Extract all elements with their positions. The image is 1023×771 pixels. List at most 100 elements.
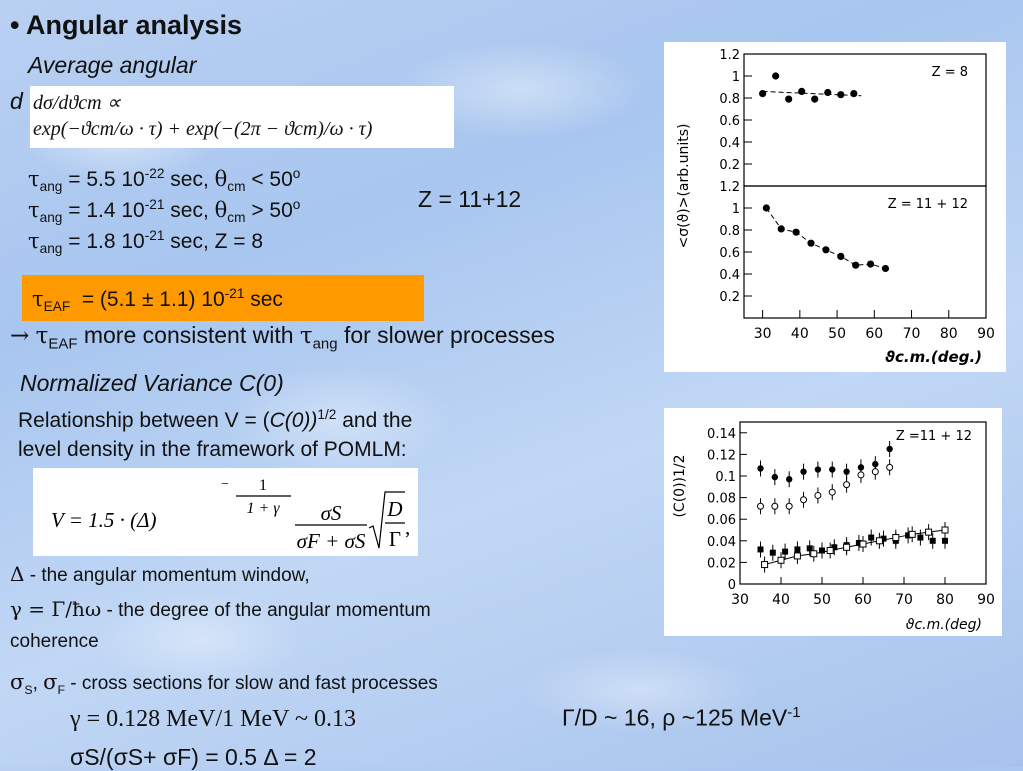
normalized-variance-chart: 0.14 0.12 0.1 0.08 0.06 0.04 0.02 030 40 50 60 70 80… (672, 421, 995, 633)
x-axis-label: ϑc.m.(deg) (906, 617, 982, 633)
formula-sqrt-num: D (386, 497, 402, 521)
formula-line-2: exp(−ϑcm/ω · τ) + exp(−(2π − ϑcm)/ω · τ) (33, 118, 373, 140)
x-tick-label: 80 (940, 326, 958, 342)
data-point (800, 468, 807, 475)
data-point (807, 239, 815, 247)
data-point (792, 228, 800, 236)
data-point (942, 537, 948, 544)
gamma-definition: γ = Γ/ħω - the degree of the angular mom… (10, 597, 431, 621)
x-tick-label: 50 (828, 326, 846, 342)
data-point (828, 488, 836, 496)
eaf-highlight-box (22, 275, 424, 321)
data-point (757, 465, 764, 472)
data-point (925, 528, 933, 536)
tau-symbol: τ (28, 167, 40, 191)
data-point (769, 549, 776, 556)
data-point (881, 264, 890, 273)
x-tick-label: 30 (731, 592, 749, 608)
y-axis-label: <σ(ϑ)>(arb.units) (676, 124, 692, 249)
gamma-value: γ = 0.128 MeV/1 MeV ~ 0.13 (70, 706, 357, 732)
y-tick-label: 0.6 (719, 114, 740, 129)
formula-lhs: V = 1.5 · (Δ) (51, 508, 156, 532)
data-point (826, 547, 834, 555)
y-tick-label: 0.04 (707, 535, 736, 550)
data-point (762, 204, 770, 212)
subheading-cut: d (10, 88, 23, 114)
x-tick-label: 90 (977, 326, 995, 342)
data-point (814, 466, 822, 473)
data-point (892, 534, 900, 542)
section-heading: • Angular analysis (10, 10, 243, 40)
data-point (782, 548, 789, 555)
data-point (843, 481, 851, 489)
delta-definition: Δ - the angular momentum window, (10, 562, 310, 586)
x-tick-label: 40 (772, 592, 790, 608)
y-tick-label: 0.2 (719, 158, 740, 173)
formula-variance: V = 1.5 · (Δ) − 1 1 + γ σS σF + σS D Γ , (33, 468, 418, 556)
fit-line (762, 90, 862, 97)
data-point (757, 546, 764, 553)
data-point (824, 88, 832, 97)
data-point (829, 466, 836, 473)
relationship-line-1: Relationship between V = (C(0))1/2 and t… (18, 407, 413, 432)
data-point (886, 463, 894, 471)
data-point (855, 539, 862, 546)
data-point (908, 530, 916, 538)
panel-label: Z =11 + 12 (896, 429, 972, 444)
formula-line-1: dσ/dϑcm ∝ (33, 92, 121, 114)
plot-frame (739, 421, 987, 585)
y-tick-label: 0.14 (707, 427, 736, 442)
data-point (810, 550, 818, 558)
data-point (814, 491, 822, 499)
y-axis-label: (C(0))1/2 (672, 454, 688, 517)
data-point (917, 534, 924, 541)
coherence-word: coherence (10, 631, 99, 652)
panel-label: Z = 11 + 12 (888, 197, 968, 212)
data-point (886, 445, 893, 453)
data-point (871, 468, 879, 476)
variance-title: Normalized Variance C(0) (20, 370, 284, 396)
formula-frac-den: σF + σS (297, 529, 366, 553)
formula-frac-num: σS (321, 501, 342, 525)
y-tick-label: 0.4 (719, 136, 740, 151)
y-tick-label: 1 (732, 70, 740, 85)
data-point (786, 476, 793, 483)
x-tick-label: 70 (895, 592, 913, 608)
tau-eaf: τEAF = (5.1 ± 1.1) 10-21 sec (32, 286, 283, 315)
y-tick-label: 0.6 (719, 246, 740, 261)
y-tick-label: 1.2 (719, 180, 740, 195)
data-point (819, 547, 825, 554)
data-point (875, 537, 883, 545)
data-point (800, 496, 808, 504)
tau-line-2: τang = 1.4 10-21 sec, θcm > 50o (28, 197, 301, 226)
data-point (771, 502, 779, 510)
data-point (868, 534, 875, 541)
figure-normalized-variance: 0.14 0.12 0.1 0.08 0.06 0.04 0.02 0 30 40 50 60 70 80… (664, 408, 1002, 636)
formula-minus: − (221, 477, 229, 492)
x-axis-label: ϑc.m.(deg.) (885, 348, 982, 366)
data-point (777, 225, 785, 233)
panel-label: Z = 8 (932, 65, 968, 80)
data-point (941, 526, 949, 534)
data-point (859, 540, 867, 548)
y-tick-label: 0.8 (719, 224, 740, 239)
formula-comma: , (405, 515, 410, 539)
data-point (785, 95, 793, 103)
formula-exp-num: 1 (259, 477, 267, 494)
data-point (793, 552, 801, 560)
data-point (798, 87, 806, 95)
y-tick-label: 0.8 (719, 92, 740, 107)
y-tick-label: 0 (728, 578, 736, 593)
y-tick-label: 0.4 (719, 268, 740, 283)
data-point (831, 544, 838, 551)
y-tick-label: 0.08 (707, 492, 736, 507)
y-tick-label: 0.1 (715, 470, 736, 485)
x-tick-label: 60 (854, 592, 872, 608)
data-point (852, 261, 860, 269)
data-point (880, 535, 887, 542)
data-point (929, 537, 936, 544)
last-line: σS/(σS+ σF) = 0.5 Δ = 2 (70, 744, 317, 770)
data-point (785, 502, 793, 510)
subheading: Average angular (28, 52, 197, 78)
fit-line (765, 207, 886, 269)
